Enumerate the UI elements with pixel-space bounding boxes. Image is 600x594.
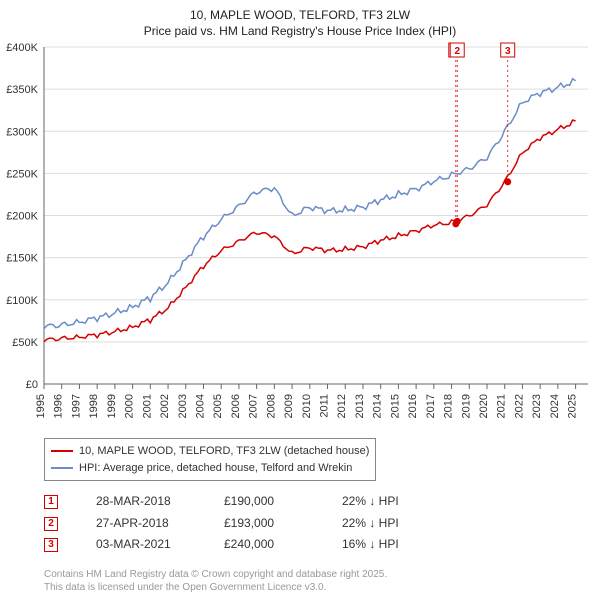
svg-text:2024: 2024	[549, 394, 561, 418]
sale-price: £240,000	[224, 534, 304, 556]
svg-text:2025: 2025	[567, 394, 579, 418]
sale-date: 03-MAR-2021	[96, 534, 186, 556]
svg-text:2022: 2022	[513, 394, 525, 418]
chart-svg: £0 £50K £100K £150K £200K £250K £300K £350K £400…	[0, 39, 600, 434]
svg-text:3: 3	[505, 46, 511, 57]
svg-text:1995: 1995	[35, 394, 47, 418]
sale-row-marker: 3	[44, 538, 58, 552]
svg-text:2008: 2008	[265, 394, 277, 418]
sale-marker-dot-3	[504, 178, 511, 185]
svg-text:£350K: £350K	[6, 84, 38, 96]
svg-text:£400K: £400K	[6, 42, 38, 54]
svg-text:2013: 2013	[354, 394, 366, 418]
footer-line-1: Contains HM Land Registry data © Crown c…	[44, 568, 600, 581]
svg-text:1999: 1999	[106, 394, 118, 418]
legend-row-1: HPI: Average price, detached house, Telf…	[51, 460, 369, 477]
footer-attribution: Contains HM Land Registry data © Crown c…	[44, 568, 600, 594]
title-line-2: Price paid vs. HM Land Registry's House …	[0, 24, 600, 40]
svg-text:2009: 2009	[283, 394, 295, 418]
legend-row-0: 10, MAPLE WOOD, TELFORD, TF3 2LW (detach…	[51, 443, 369, 460]
sale-price: £190,000	[224, 491, 304, 513]
svg-text:2015: 2015	[389, 394, 401, 418]
title-line-1: 10, MAPLE WOOD, TELFORD, TF3 2LW	[0, 8, 600, 24]
svg-text:2019: 2019	[460, 394, 472, 418]
svg-text:£250K: £250K	[6, 169, 38, 181]
sale-marker-dot-2	[454, 218, 461, 225]
chart-area: £0 £50K £100K £150K £200K £250K £300K £350K £400…	[0, 39, 600, 434]
svg-text:2012: 2012	[336, 394, 348, 418]
svg-text:£300K: £300K	[6, 126, 38, 138]
sale-date: 28-MAR-2018	[96, 491, 186, 513]
sale-row-3: 3 03-MAR-2021 £240,000 16% ↓ HPI	[44, 534, 600, 556]
svg-text:2: 2	[454, 46, 460, 57]
svg-text:2018: 2018	[443, 394, 455, 418]
footer-line-2: This data is licensed under the Open Gov…	[44, 581, 600, 594]
svg-text:2014: 2014	[372, 394, 384, 418]
svg-text:1998: 1998	[88, 394, 100, 418]
svg-text:1997: 1997	[70, 394, 82, 418]
svg-text:2002: 2002	[159, 394, 171, 418]
svg-text:£150K: £150K	[6, 253, 38, 265]
svg-text:2020: 2020	[478, 394, 490, 418]
svg-text:2023: 2023	[531, 394, 543, 418]
chart-title: 10, MAPLE WOOD, TELFORD, TF3 2LW Price p…	[0, 0, 600, 39]
sales-table: 1 28-MAR-2018 £190,000 22% ↓ HPI 2 27-APR-201…	[44, 491, 600, 556]
svg-text:2016: 2016	[407, 394, 419, 418]
svg-text:1996: 1996	[53, 394, 65, 418]
sale-pct: 16% ↓ HPI	[342, 534, 422, 556]
svg-text:2007: 2007	[248, 394, 260, 418]
sale-date: 27-APR-2018	[96, 513, 186, 535]
legend-swatch	[51, 450, 73, 452]
svg-text:2003: 2003	[177, 394, 189, 418]
legend-label: HPI: Average price, detached house, Telf…	[79, 460, 352, 477]
sale-price: £193,000	[224, 513, 304, 535]
svg-text:2004: 2004	[194, 394, 206, 418]
svg-text:2017: 2017	[425, 394, 437, 418]
svg-text:2001: 2001	[141, 394, 153, 418]
svg-text:2010: 2010	[301, 394, 313, 418]
sale-pct: 22% ↓ HPI	[342, 491, 422, 513]
svg-text:£100K: £100K	[6, 295, 38, 307]
sale-row-marker: 2	[44, 517, 58, 531]
svg-text:2006: 2006	[230, 394, 242, 418]
svg-text:2011: 2011	[319, 394, 331, 418]
svg-text:2021: 2021	[496, 394, 508, 418]
svg-text:2005: 2005	[212, 394, 224, 418]
svg-text:£0: £0	[26, 379, 38, 391]
svg-text:£50K: £50K	[12, 337, 38, 349]
legend-box: 10, MAPLE WOOD, TELFORD, TF3 2LW (detach…	[44, 438, 376, 481]
legend-label: 10, MAPLE WOOD, TELFORD, TF3 2LW (detach…	[79, 443, 369, 460]
sale-row-marker: 1	[44, 495, 58, 509]
sale-row-1: 1 28-MAR-2018 £190,000 22% ↓ HPI	[44, 491, 600, 513]
svg-text:2000: 2000	[124, 394, 136, 418]
svg-text:£200K: £200K	[6, 211, 38, 223]
legend-swatch	[51, 467, 73, 469]
sale-row-2: 2 27-APR-2018 £193,000 22% ↓ HPI	[44, 513, 600, 535]
sale-pct: 22% ↓ HPI	[342, 513, 422, 535]
